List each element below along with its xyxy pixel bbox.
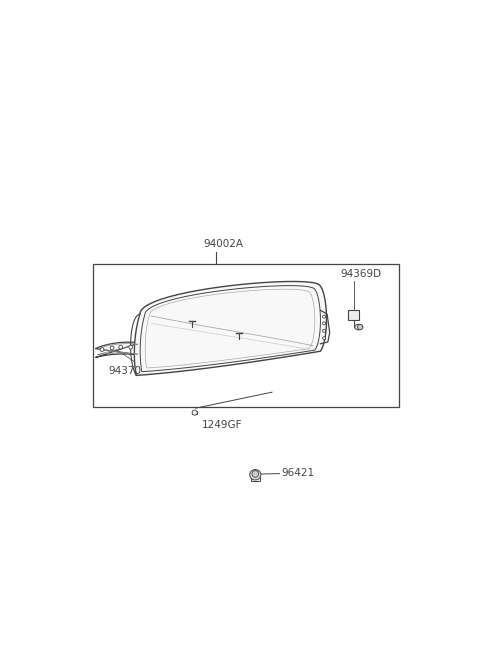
Circle shape <box>323 337 325 340</box>
Circle shape <box>252 471 259 477</box>
Ellipse shape <box>355 324 363 330</box>
Circle shape <box>323 322 325 325</box>
Circle shape <box>110 346 114 350</box>
Circle shape <box>119 345 122 349</box>
Text: 94363A: 94363A <box>176 322 216 332</box>
FancyBboxPatch shape <box>251 477 260 481</box>
Circle shape <box>100 348 104 352</box>
Text: 94370: 94370 <box>108 366 142 376</box>
Polygon shape <box>96 342 140 358</box>
Circle shape <box>192 410 197 415</box>
Text: 1249GF: 1249GF <box>202 420 242 430</box>
Bar <box>192 411 197 415</box>
Polygon shape <box>145 290 315 368</box>
Text: 94363A: 94363A <box>226 337 266 347</box>
Circle shape <box>358 324 363 329</box>
Bar <box>94 264 398 407</box>
Bar <box>348 310 360 320</box>
Polygon shape <box>134 282 326 375</box>
Ellipse shape <box>250 470 261 480</box>
Text: 94002A: 94002A <box>204 239 244 249</box>
Polygon shape <box>140 286 321 371</box>
Circle shape <box>129 345 132 349</box>
Circle shape <box>323 315 325 318</box>
Text: 94369D: 94369D <box>341 269 382 280</box>
Text: 96421: 96421 <box>281 468 314 478</box>
Circle shape <box>323 329 325 332</box>
